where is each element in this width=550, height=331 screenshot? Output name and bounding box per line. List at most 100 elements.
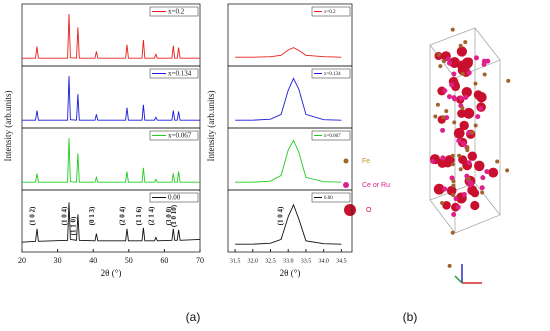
- o-atom: [464, 57, 473, 66]
- fe-atom: [506, 78, 511, 83]
- legend-label: x=0.067: [168, 132, 192, 140]
- legend-fe-symbol: [343, 158, 349, 164]
- fe-atom: [450, 230, 455, 235]
- ce-atom: [461, 191, 467, 197]
- o-atom: [446, 185, 457, 196]
- legend-ce-symbol: [343, 182, 349, 188]
- ce-atom: [445, 56, 451, 62]
- ce-atom: [442, 88, 448, 94]
- ce-atom: [478, 106, 484, 112]
- ce-atom: [458, 95, 464, 101]
- ce-atom: [430, 158, 436, 164]
- peak-label: (1 1 6): [135, 206, 143, 225]
- pattern-line: [22, 13, 200, 59]
- ce-atom: [475, 114, 481, 120]
- peak-label: (1 0 2): [29, 206, 37, 225]
- x-tick-label: 34.5: [336, 258, 347, 264]
- pattern-line: [22, 137, 200, 183]
- fe-atom: [442, 59, 447, 64]
- x-tick-label: 32.5: [265, 258, 276, 264]
- o-atom: [474, 160, 485, 172]
- ce-atom: [446, 94, 452, 100]
- legend-label: O: [366, 207, 372, 214]
- y-axis-label: Intensity (arb.units): [3, 91, 13, 162]
- fe-atom: [505, 168, 510, 173]
- peak-label: (1 0 4): [276, 206, 284, 225]
- x-tick-label: 30: [54, 256, 62, 265]
- fe-atom: [452, 120, 457, 125]
- ce-atom: [480, 175, 486, 181]
- o-atom: [457, 109, 466, 118]
- x-tick-label: 50: [125, 256, 133, 265]
- fe-atom: [450, 162, 455, 167]
- legend-label: x=0.067: [324, 134, 341, 139]
- panel-label: (b): [403, 310, 418, 324]
- ce-atom: [440, 155, 446, 161]
- o-atom: [442, 201, 451, 210]
- ce-atom: [455, 204, 461, 210]
- ce-atom: [481, 61, 487, 67]
- legend-label: x=0.2: [168, 8, 185, 16]
- panel-label: (a): [186, 310, 201, 324]
- o-atom: [459, 120, 469, 131]
- ce-atom: [467, 182, 473, 188]
- x-axis-label: 2θ (°): [101, 268, 122, 278]
- fe-atom: [458, 167, 463, 172]
- fe-atom: [435, 102, 440, 107]
- legend-label: x=0.134: [324, 72, 341, 77]
- o-atom: [488, 167, 499, 178]
- fe-atom: [458, 43, 463, 48]
- ce-atom: [452, 96, 458, 102]
- fe-atom: [441, 115, 446, 120]
- atoms: [429, 27, 511, 268]
- x-tick-label: 33.0: [283, 258, 294, 264]
- pattern-line: [22, 75, 200, 121]
- x-tick-label: 20: [18, 256, 26, 265]
- fe-atom: [436, 52, 441, 57]
- legend-box: [149, 68, 199, 79]
- legend-o-symbol: [344, 204, 356, 216]
- ce-atom: [444, 115, 450, 121]
- o-atom: [456, 46, 468, 57]
- fe-atom: [450, 27, 455, 32]
- pattern-line: [235, 203, 342, 245]
- fe-atom: [480, 190, 485, 195]
- y-axis-label: Intensity (arb.units): [206, 91, 216, 162]
- legend-box: [311, 6, 351, 17]
- ce-atom: [440, 127, 446, 133]
- legend-label: 0.00: [168, 194, 181, 202]
- axis-icon: [454, 264, 482, 284]
- legend-box: [149, 192, 199, 203]
- x-tick-label: 70: [196, 256, 204, 265]
- fe-atom: [451, 192, 456, 197]
- o-atom: [449, 57, 460, 68]
- x-tick-label: 33.5: [301, 258, 312, 264]
- fe-atom: [440, 200, 445, 205]
- fe-atom: [447, 263, 452, 268]
- o-atom: [467, 185, 478, 196]
- legend-box: [149, 6, 199, 17]
- fe-atom: [482, 72, 487, 77]
- legend-label: x=0.2: [324, 10, 336, 15]
- fe-atom: [451, 183, 456, 188]
- panel-frame: [227, 189, 353, 253]
- legend-label: 0.00: [324, 196, 333, 201]
- o-atom: [470, 200, 480, 211]
- fe-atom: [433, 114, 438, 119]
- o-atom: [473, 90, 483, 100]
- pattern-line: [235, 77, 342, 121]
- peak-label: (2 1 4): [147, 206, 155, 225]
- ce-atom: [466, 70, 472, 76]
- ce-atom: [453, 196, 459, 202]
- ce-atom: [451, 71, 457, 77]
- o-atom: [433, 183, 445, 195]
- pattern-line: [21, 202, 201, 243]
- ce-atom: [466, 160, 472, 166]
- fe-atom: [473, 81, 478, 86]
- legend-label: x=0.134: [168, 70, 192, 78]
- o-atom: [463, 107, 475, 119]
- ce-atom: [449, 82, 455, 88]
- ce-atom: [463, 94, 469, 100]
- ce-atom: [446, 60, 452, 66]
